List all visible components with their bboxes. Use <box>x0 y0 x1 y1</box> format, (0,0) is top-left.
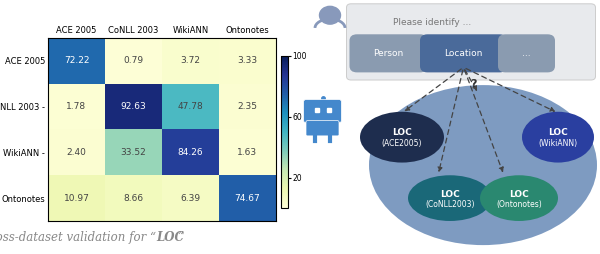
Circle shape <box>320 6 341 24</box>
Text: LOC: LOC <box>509 190 529 199</box>
Text: LOC: LOC <box>440 190 460 199</box>
Text: Person: Person <box>373 49 404 58</box>
Text: Cross-dataset validation for “: Cross-dataset validation for “ <box>0 231 156 244</box>
FancyBboxPatch shape <box>304 100 341 123</box>
Text: 0.79: 0.79 <box>124 56 143 66</box>
Text: 2.35: 2.35 <box>238 102 257 111</box>
Text: 2.40: 2.40 <box>67 148 86 157</box>
Text: ?: ? <box>470 79 476 89</box>
Text: LOC: LOC <box>392 128 412 137</box>
Text: 84.26: 84.26 <box>178 148 203 157</box>
Text: 1.78: 1.78 <box>67 102 86 111</box>
Text: (WikiANN): (WikiANN) <box>538 139 578 148</box>
Text: ...: ... <box>522 49 531 58</box>
Text: 47.78: 47.78 <box>178 102 203 111</box>
Text: 72.22: 72.22 <box>64 56 89 66</box>
Text: 1.63: 1.63 <box>238 148 257 157</box>
Text: (Ontonotes): (Ontonotes) <box>496 200 542 209</box>
Text: LOC: LOC <box>548 128 568 137</box>
Text: 74.67: 74.67 <box>235 194 260 203</box>
Text: 3.33: 3.33 <box>238 56 257 66</box>
Text: 33.52: 33.52 <box>121 148 146 157</box>
FancyBboxPatch shape <box>349 34 427 72</box>
Ellipse shape <box>480 175 558 221</box>
Text: (ACE2005): (ACE2005) <box>382 139 422 148</box>
Ellipse shape <box>522 112 594 163</box>
FancyBboxPatch shape <box>306 121 339 136</box>
FancyBboxPatch shape <box>347 4 595 80</box>
Text: 8.66: 8.66 <box>124 194 143 203</box>
Text: Location: Location <box>445 49 482 58</box>
FancyBboxPatch shape <box>498 34 555 72</box>
Text: Please identify ...: Please identify ... <box>393 18 471 27</box>
Ellipse shape <box>369 85 597 245</box>
Text: 92.63: 92.63 <box>121 102 146 111</box>
Text: (CoNLL2003): (CoNLL2003) <box>425 200 475 209</box>
Text: 10.97: 10.97 <box>64 194 89 203</box>
Ellipse shape <box>408 175 492 221</box>
Ellipse shape <box>360 112 444 163</box>
Text: 3.72: 3.72 <box>181 56 200 66</box>
FancyBboxPatch shape <box>420 34 507 72</box>
Text: 6.39: 6.39 <box>181 194 200 203</box>
Text: LOC: LOC <box>156 231 184 244</box>
Text: ”: ” <box>177 231 183 244</box>
